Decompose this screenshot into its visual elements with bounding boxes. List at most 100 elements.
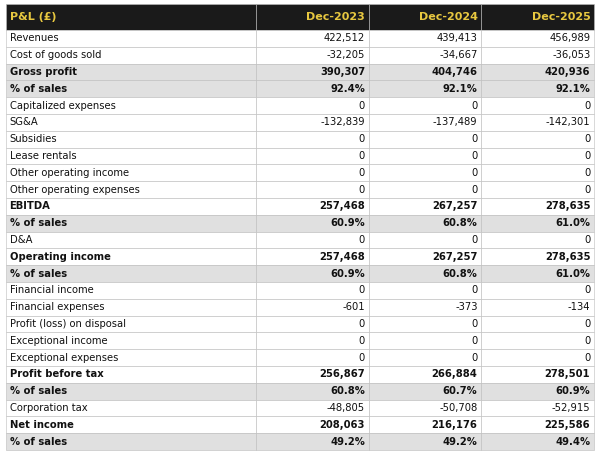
Text: 0: 0 bbox=[359, 286, 365, 296]
Text: Subsidies: Subsidies bbox=[10, 134, 57, 144]
Text: Dec-2024: Dec-2024 bbox=[419, 12, 478, 22]
Bar bbox=[368, 383, 481, 400]
Bar bbox=[481, 248, 594, 265]
Text: 0: 0 bbox=[472, 336, 478, 346]
Text: Gross profit: Gross profit bbox=[10, 67, 77, 77]
Bar bbox=[256, 131, 368, 148]
Bar bbox=[256, 114, 368, 131]
Bar bbox=[368, 114, 481, 131]
Bar bbox=[481, 299, 594, 316]
Text: 0: 0 bbox=[359, 151, 365, 161]
Text: Profit (loss) on disposal: Profit (loss) on disposal bbox=[10, 319, 125, 329]
Bar bbox=[481, 215, 594, 232]
Text: 225,586: 225,586 bbox=[545, 420, 590, 430]
Bar bbox=[256, 383, 368, 400]
Bar bbox=[481, 4, 594, 30]
Text: -601: -601 bbox=[343, 302, 365, 312]
Text: D&A: D&A bbox=[10, 235, 32, 245]
Bar bbox=[6, 332, 256, 349]
Text: 0: 0 bbox=[584, 319, 590, 329]
Text: Other operating income: Other operating income bbox=[10, 168, 129, 178]
Text: Profit before tax: Profit before tax bbox=[10, 370, 103, 380]
Text: 0: 0 bbox=[359, 319, 365, 329]
Bar bbox=[481, 164, 594, 181]
Text: 60.7%: 60.7% bbox=[443, 386, 478, 396]
Bar bbox=[481, 349, 594, 366]
Text: 60.8%: 60.8% bbox=[330, 386, 365, 396]
Bar bbox=[6, 80, 256, 97]
Bar bbox=[256, 416, 368, 433]
Bar bbox=[481, 332, 594, 349]
Bar bbox=[6, 64, 256, 80]
Text: 257,468: 257,468 bbox=[319, 252, 365, 262]
Bar bbox=[368, 131, 481, 148]
Text: 0: 0 bbox=[472, 319, 478, 329]
Bar bbox=[256, 148, 368, 164]
Text: 0: 0 bbox=[472, 286, 478, 296]
Text: 456,989: 456,989 bbox=[549, 34, 590, 44]
Text: 0: 0 bbox=[472, 353, 478, 363]
Text: 60.9%: 60.9% bbox=[556, 386, 590, 396]
Text: SG&A: SG&A bbox=[10, 118, 38, 128]
Bar bbox=[368, 316, 481, 332]
Bar bbox=[6, 316, 256, 332]
Bar bbox=[481, 181, 594, 198]
Text: 0: 0 bbox=[359, 235, 365, 245]
Bar bbox=[256, 248, 368, 265]
Bar bbox=[481, 198, 594, 215]
Text: 278,501: 278,501 bbox=[545, 370, 590, 380]
Bar bbox=[6, 164, 256, 181]
Text: % of sales: % of sales bbox=[10, 218, 67, 228]
Text: 0: 0 bbox=[584, 134, 590, 144]
Bar bbox=[481, 232, 594, 248]
Text: 0: 0 bbox=[359, 353, 365, 363]
Bar bbox=[368, 4, 481, 30]
Bar bbox=[368, 332, 481, 349]
Text: 92.1%: 92.1% bbox=[556, 84, 590, 94]
Bar bbox=[256, 299, 368, 316]
Text: Capitalized expenses: Capitalized expenses bbox=[10, 101, 115, 111]
Text: % of sales: % of sales bbox=[10, 269, 67, 279]
Bar bbox=[6, 282, 256, 299]
Bar bbox=[6, 248, 256, 265]
Bar bbox=[6, 232, 256, 248]
Text: 0: 0 bbox=[584, 336, 590, 346]
Text: Exceptional expenses: Exceptional expenses bbox=[10, 353, 118, 363]
Bar bbox=[6, 215, 256, 232]
Text: Corporation tax: Corporation tax bbox=[10, 403, 87, 413]
Text: -36,053: -36,053 bbox=[552, 50, 590, 60]
Bar bbox=[6, 114, 256, 131]
Text: 0: 0 bbox=[472, 151, 478, 161]
Bar bbox=[481, 416, 594, 433]
Text: -142,301: -142,301 bbox=[545, 118, 590, 128]
Bar bbox=[481, 64, 594, 80]
Text: 439,413: 439,413 bbox=[437, 34, 478, 44]
Text: Cost of goods sold: Cost of goods sold bbox=[10, 50, 101, 60]
Bar bbox=[256, 80, 368, 97]
Bar bbox=[256, 400, 368, 416]
Text: Operating income: Operating income bbox=[10, 252, 110, 262]
Text: 267,257: 267,257 bbox=[432, 202, 478, 212]
Bar bbox=[368, 181, 481, 198]
Bar bbox=[6, 366, 256, 383]
Text: 49.2%: 49.2% bbox=[443, 437, 478, 447]
Text: -132,839: -132,839 bbox=[320, 118, 365, 128]
Text: 0: 0 bbox=[359, 336, 365, 346]
Text: EBITDA: EBITDA bbox=[10, 202, 50, 212]
Bar bbox=[481, 400, 594, 416]
Bar bbox=[6, 97, 256, 114]
Bar bbox=[6, 400, 256, 416]
Text: -34,667: -34,667 bbox=[439, 50, 478, 60]
Text: 60.8%: 60.8% bbox=[443, 218, 478, 228]
Text: 390,307: 390,307 bbox=[320, 67, 365, 77]
Bar bbox=[256, 215, 368, 232]
Text: 208,063: 208,063 bbox=[320, 420, 365, 430]
Bar bbox=[256, 332, 368, 349]
Text: 49.4%: 49.4% bbox=[555, 437, 590, 447]
Bar bbox=[368, 215, 481, 232]
Text: 0: 0 bbox=[472, 185, 478, 195]
Bar bbox=[6, 416, 256, 433]
Text: 0: 0 bbox=[584, 286, 590, 296]
Bar bbox=[256, 64, 368, 80]
Text: Lease rentals: Lease rentals bbox=[10, 151, 76, 161]
